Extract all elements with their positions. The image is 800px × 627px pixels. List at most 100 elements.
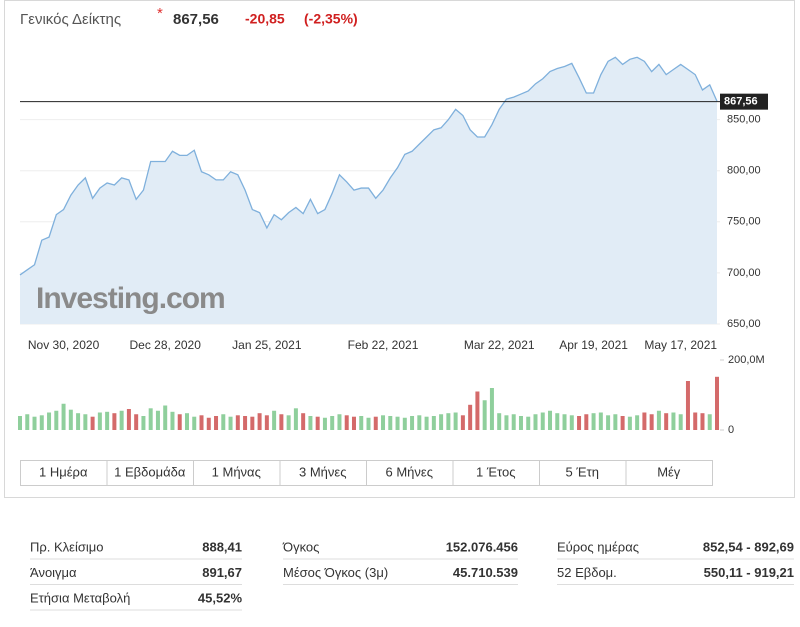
volume-bar (627, 416, 632, 430)
period-button[interactable] (193, 460, 281, 486)
stat-label: Μέσος Όγκος (3μ) (283, 565, 388, 580)
volume-bar (678, 414, 683, 430)
price: 867,56 (173, 11, 219, 28)
stat-value: 152.076.456 (446, 539, 518, 554)
volume-bar (148, 408, 153, 430)
star-icon: * (157, 5, 163, 22)
volume-bar (112, 413, 117, 430)
volume-bar (468, 404, 473, 430)
index-title: Γενικός Δείκτης (20, 11, 121, 28)
volume-bar (388, 416, 393, 430)
volume-bar (170, 411, 175, 430)
volume-bar (39, 415, 44, 430)
volume-bar (243, 416, 248, 430)
volume-bar (402, 417, 407, 430)
stat-label: Εύρος ημέρας (557, 539, 639, 554)
volume-bar (671, 412, 676, 430)
stat-label: Όγκος (282, 539, 319, 554)
volume-bar (707, 414, 712, 430)
volume-bar (410, 416, 415, 430)
volume-bar (192, 416, 197, 430)
volume-bar (606, 415, 611, 430)
volume-bar (540, 412, 545, 430)
volume-bar (439, 414, 444, 430)
volume-bar (47, 412, 52, 430)
last-price-box (720, 93, 768, 110)
stat-value: 45,52% (198, 590, 243, 605)
volume-bar (598, 412, 603, 430)
last-price-label: 867,56 (724, 96, 758, 108)
volume-bar (279, 414, 284, 430)
y-tick-label: 650,00 (727, 318, 761, 330)
volume-bar (32, 416, 37, 430)
price-area (20, 57, 717, 325)
period-button[interactable] (452, 460, 540, 486)
volume-bar (206, 417, 211, 430)
period-label[interactable]: 1 Μήνας (212, 464, 261, 479)
period-label[interactable]: 1 Εβδομάδα (114, 464, 186, 479)
volume-bar (366, 417, 371, 430)
volume-bar (489, 388, 494, 430)
volume-bar (97, 412, 102, 430)
period-label[interactable]: 3 Μήνες (299, 464, 346, 479)
period-label[interactable]: Μέγ (657, 464, 681, 479)
volume-bar (90, 416, 95, 430)
volume-bar (359, 416, 364, 430)
volume-bar (533, 414, 538, 430)
volume-bar (293, 408, 298, 430)
y-tick-label: 850,00 (727, 114, 761, 126)
period-label[interactable]: 1 Έτος (476, 464, 515, 479)
volume-bar (177, 414, 182, 430)
volume-bar (337, 414, 342, 430)
volume-bar (301, 413, 306, 430)
volume-bar (214, 416, 219, 430)
volume-bar (548, 410, 553, 430)
volume-bar (272, 410, 277, 430)
volume-bar (715, 376, 719, 430)
volume-bar (591, 413, 596, 430)
volume-bar (446, 413, 451, 430)
volume-bar (330, 416, 335, 430)
volume-bar (54, 410, 59, 430)
volume-bar (257, 413, 262, 430)
period-button[interactable] (106, 460, 194, 486)
x-tick-label: May 17, 2021 (644, 338, 717, 352)
period-label[interactable]: 5 Έτη (566, 464, 599, 479)
volume-bar (584, 414, 589, 430)
volume-bar (105, 411, 110, 430)
period-button[interactable] (279, 460, 367, 486)
volume-bar (453, 412, 458, 430)
change-pct: (-2,35%) (304, 11, 358, 27)
volume-bar (119, 410, 124, 430)
volume-bar (134, 414, 139, 430)
volume-bar (482, 400, 487, 430)
volume-bar (264, 415, 269, 430)
volume-bar (221, 414, 226, 430)
volume-bar (315, 416, 320, 430)
volume-bar (497, 413, 502, 430)
period-label[interactable]: 6 Μήνες (386, 464, 433, 479)
price-line (19, 56, 718, 276)
volume-bar (475, 391, 480, 430)
volume-bar (68, 409, 73, 430)
volume-bar (163, 405, 168, 430)
volume-bar (424, 416, 429, 430)
volume-bar (155, 410, 160, 430)
stat-label: Πρ. Κλείσιμο (30, 539, 104, 554)
x-tick-label: Nov 30, 2020 (28, 338, 100, 352)
period-button[interactable] (539, 460, 627, 486)
volume-bar (18, 416, 22, 430)
volume-bar (395, 416, 400, 430)
volume-tick-label: 200,0M (728, 354, 765, 366)
stat-value: 891,67 (202, 565, 242, 580)
volume-bar (642, 412, 647, 430)
volume-bar (613, 414, 618, 430)
period-button[interactable] (625, 460, 713, 486)
volume-bar (635, 415, 640, 430)
volume-bar (351, 416, 356, 430)
period-button[interactable] (366, 460, 454, 486)
volume-bar (620, 416, 625, 430)
volume-bar (344, 415, 349, 430)
period-label[interactable]: 1 Ημέρα (39, 464, 88, 479)
